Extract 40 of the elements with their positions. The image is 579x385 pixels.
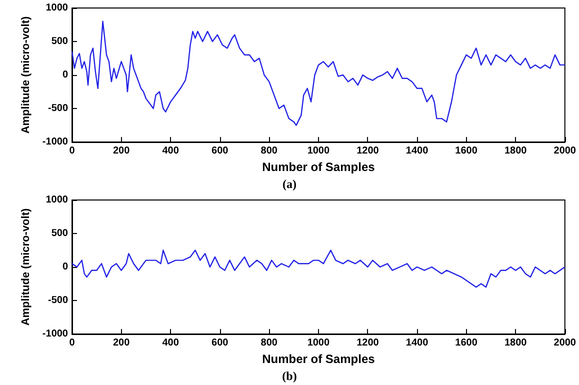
y-tick-label: 1000 xyxy=(46,2,68,14)
y-tick-label: -500 xyxy=(48,295,68,306)
y-tick-label: 0 xyxy=(62,70,68,80)
x-axis-title: Number of Samples xyxy=(262,352,376,366)
x-tick-label: 400 xyxy=(162,146,180,156)
y-tick-label: 1000 xyxy=(46,194,68,206)
x-tick-label: 1000 xyxy=(307,338,330,348)
y-axis-title: Amplitude (micro-volt) xyxy=(20,208,32,326)
x-tick-label: 1400 xyxy=(406,338,429,348)
x-tick-label: 1600 xyxy=(455,146,478,156)
x-tick-label: 400 xyxy=(162,338,180,348)
x-tick-label: 1800 xyxy=(504,338,528,348)
x-tick-label: 1200 xyxy=(356,146,380,156)
x-tick-label: 200 xyxy=(112,338,130,348)
x-tick-label: 600 xyxy=(212,146,229,156)
y-tick-label: -500 xyxy=(48,103,68,114)
line-series xyxy=(71,20,566,126)
y-tick-label: 500 xyxy=(51,228,68,239)
line-series xyxy=(71,250,566,288)
x-tick-label: 1200 xyxy=(356,338,380,348)
x-tick-label: 2000 xyxy=(554,338,576,348)
y-tick-label: 500 xyxy=(51,36,68,47)
x-tick-label: 600 xyxy=(212,338,229,348)
x-tick-label: 1400 xyxy=(406,146,429,156)
y-axis-title: Amplitude (micro-volt) xyxy=(20,16,32,134)
x-tick-label: 1000 xyxy=(307,146,330,156)
x-axis-title: Number of Samples xyxy=(262,160,376,174)
y-tick-label: 0 xyxy=(62,262,68,272)
x-tick-label: 0 xyxy=(69,146,76,156)
x-tick-label: 0 xyxy=(69,338,76,348)
text: (b) xyxy=(282,369,297,383)
x-tick-label: 800 xyxy=(260,338,278,348)
text: (a) xyxy=(282,177,297,191)
x-tick-label: 200 xyxy=(112,146,130,156)
y-tick-label: -1000 xyxy=(42,328,68,340)
x-tick-label: 1600 xyxy=(455,338,478,348)
x-tick-label: 2000 xyxy=(554,146,576,156)
x-tick-label: 800 xyxy=(260,146,278,156)
x-tick-label: 1800 xyxy=(504,146,528,156)
y-tick-label: -1000 xyxy=(42,136,68,148)
